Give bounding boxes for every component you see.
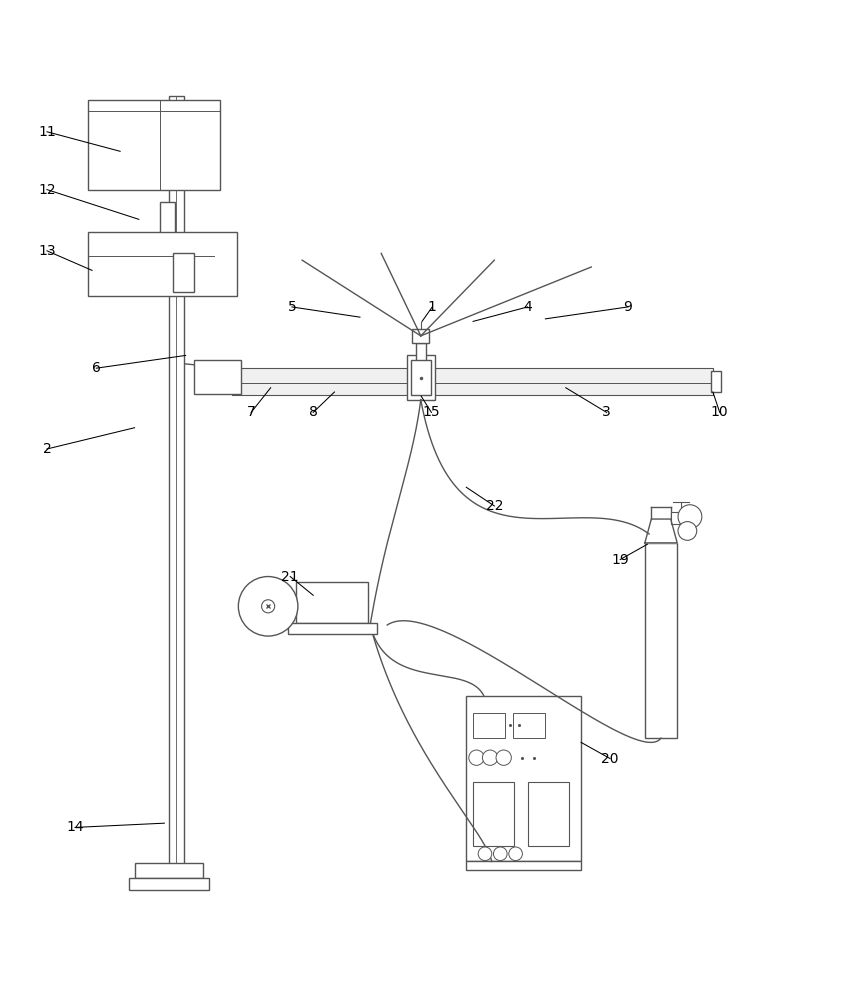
Bar	[232, 368, 713, 383]
Text: 20: 20	[601, 752, 619, 766]
Bar	[134, 863, 203, 878]
Bar	[467, 861, 581, 870]
Text: 11: 11	[39, 125, 56, 139]
Text: 2: 2	[43, 442, 51, 456]
Bar	[711, 371, 722, 392]
Text: 22: 22	[485, 499, 503, 513]
Bar	[173, 253, 194, 292]
Text: 19: 19	[611, 553, 629, 567]
Text: 15: 15	[423, 405, 440, 419]
Text: 6: 6	[92, 361, 101, 375]
Bar	[513, 713, 545, 738]
Text: 3: 3	[603, 405, 611, 419]
Circle shape	[238, 577, 298, 636]
Bar	[473, 713, 505, 738]
Circle shape	[494, 847, 507, 861]
Text: 14: 14	[66, 820, 84, 834]
Bar	[407, 355, 435, 400]
Text: 4: 4	[523, 300, 532, 314]
Text: 1: 1	[428, 300, 437, 314]
Bar	[645, 543, 677, 738]
Text: 9: 9	[623, 300, 633, 314]
Circle shape	[483, 750, 497, 765]
Bar	[528, 782, 569, 846]
Bar	[128, 878, 209, 890]
Text: 8: 8	[309, 405, 318, 419]
Bar	[416, 343, 426, 368]
Bar	[88, 232, 236, 296]
Circle shape	[508, 847, 522, 861]
Text: 5: 5	[288, 300, 296, 314]
Bar	[671, 512, 692, 524]
Circle shape	[496, 750, 511, 765]
Bar	[413, 329, 429, 343]
Text: 10: 10	[710, 405, 728, 419]
Circle shape	[678, 505, 702, 529]
Bar	[194, 360, 241, 394]
Bar	[473, 782, 514, 846]
Bar	[232, 383, 713, 395]
Text: 7: 7	[247, 405, 255, 419]
Polygon shape	[645, 519, 677, 543]
Circle shape	[469, 750, 484, 765]
Text: 21: 21	[282, 570, 299, 584]
Circle shape	[262, 600, 275, 613]
Bar	[169, 96, 184, 870]
Bar	[296, 582, 368, 623]
Bar	[160, 202, 175, 236]
Text: 12: 12	[39, 183, 56, 197]
Circle shape	[479, 847, 492, 861]
Circle shape	[678, 522, 697, 540]
Bar	[88, 100, 220, 190]
Bar	[467, 696, 581, 861]
Text: 13: 13	[39, 244, 56, 258]
Bar	[232, 368, 713, 395]
Bar	[411, 360, 431, 395]
Bar	[288, 623, 377, 634]
